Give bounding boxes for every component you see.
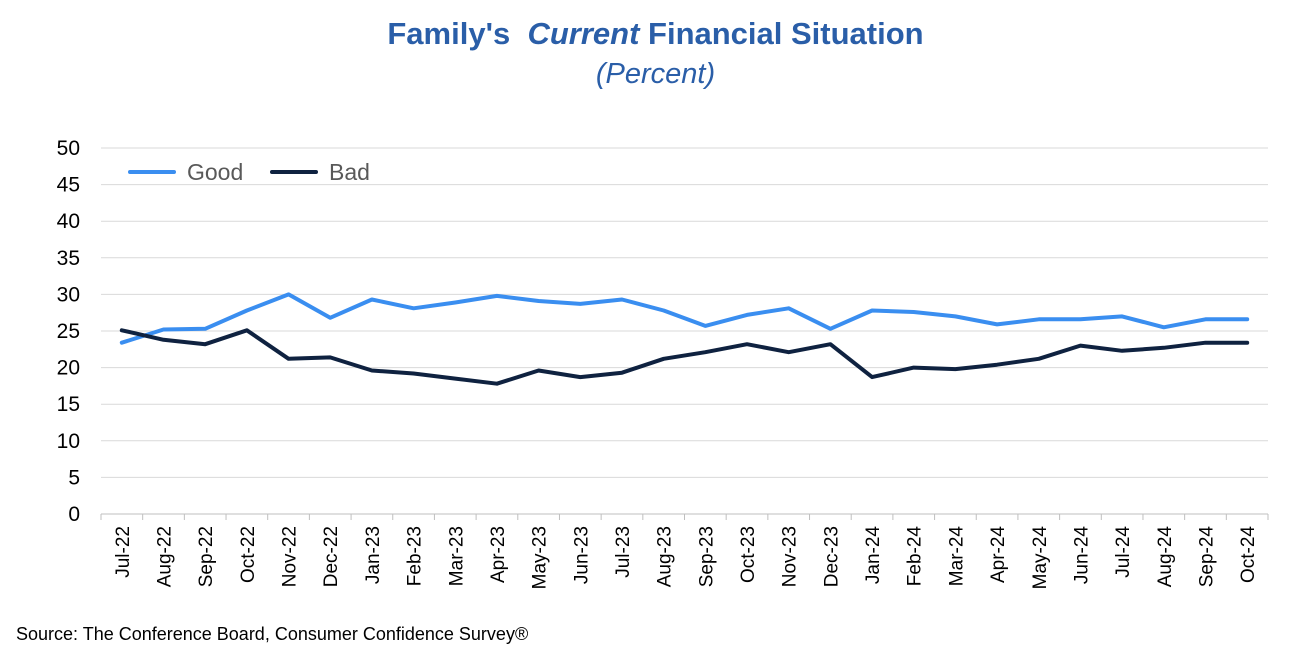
y-tick-label: 45 xyxy=(57,174,80,197)
x-tick-label: Nov-22 xyxy=(280,526,301,587)
x-tick-label: Jun-24 xyxy=(1071,526,1092,585)
x-tick-label: Jul-22 xyxy=(113,526,134,578)
gridlines xyxy=(101,148,1268,514)
y-tick-label: 40 xyxy=(57,210,80,233)
x-tick-label: Jun-23 xyxy=(571,526,592,584)
y-axis-ticks: 0 5 10 15 20 25 30 35 40 45 50 xyxy=(57,137,80,526)
y-tick-label: 30 xyxy=(57,283,80,306)
x-tick-label: Jan-24 xyxy=(863,526,884,585)
y-tick-label: 25 xyxy=(57,320,80,343)
x-tick-label: Dec-23 xyxy=(821,526,842,587)
y-tick-label: 10 xyxy=(57,430,80,453)
x-tick-label: Sep-22 xyxy=(196,526,217,587)
x-tick-label: Aug-22 xyxy=(155,526,176,587)
y-tick-label: 50 xyxy=(57,137,80,160)
legend-label-bad: Bad xyxy=(329,159,370,185)
x-tick-label: Oct-22 xyxy=(238,526,259,583)
x-tick-label: Feb-23 xyxy=(405,526,426,586)
x-tick-label: Jul-23 xyxy=(613,526,634,578)
x-tick-label: Dec-22 xyxy=(321,526,342,587)
x-tick-label: Apr-23 xyxy=(488,526,509,583)
legend-label-good: Good xyxy=(187,159,243,185)
y-tick-label: 5 xyxy=(68,466,80,489)
y-tick-label: 20 xyxy=(57,357,80,380)
x-tick-label: Oct-24 xyxy=(1238,526,1259,583)
x-tick-label: Sep-24 xyxy=(1196,526,1217,588)
line-chart: 0 5 10 15 20 25 30 35 40 45 50 Jul-22 Aug-22 Sep-22 O… xyxy=(0,0,1311,620)
x-axis: Jul-22 Aug-22 Sep-22 Oct-22 Nov-22 Dec-22 Jan-… xyxy=(101,514,1268,589)
x-tick-label: Apr-24 xyxy=(988,526,1009,583)
x-tick-label: Jul-24 xyxy=(1113,526,1134,578)
x-tick-label: Oct-23 xyxy=(738,526,759,583)
series-line-good xyxy=(122,294,1247,342)
x-tick-label: Aug-24 xyxy=(1155,526,1176,588)
y-tick-label: 15 xyxy=(57,393,80,416)
x-tick-label: Sep-23 xyxy=(696,526,717,587)
series-line-bad xyxy=(122,330,1247,383)
x-tick-label: Jan-23 xyxy=(363,526,384,584)
series-lines xyxy=(122,294,1247,383)
x-tick-label: Nov-23 xyxy=(780,526,801,587)
x-tick-label: May-24 xyxy=(1030,526,1051,590)
x-tick-label: Mar-23 xyxy=(446,526,467,586)
y-tick-label: 35 xyxy=(57,247,80,270)
x-tick-label: Mar-24 xyxy=(946,526,967,587)
x-tick-label: May-23 xyxy=(530,526,551,589)
x-tick-label: Feb-24 xyxy=(905,526,926,587)
source-note: Source: The Conference Board, Consumer C… xyxy=(16,624,528,645)
legend: Good Bad xyxy=(130,159,370,185)
y-tick-label: 0 xyxy=(68,503,80,526)
x-tick-label: Aug-23 xyxy=(655,526,676,587)
